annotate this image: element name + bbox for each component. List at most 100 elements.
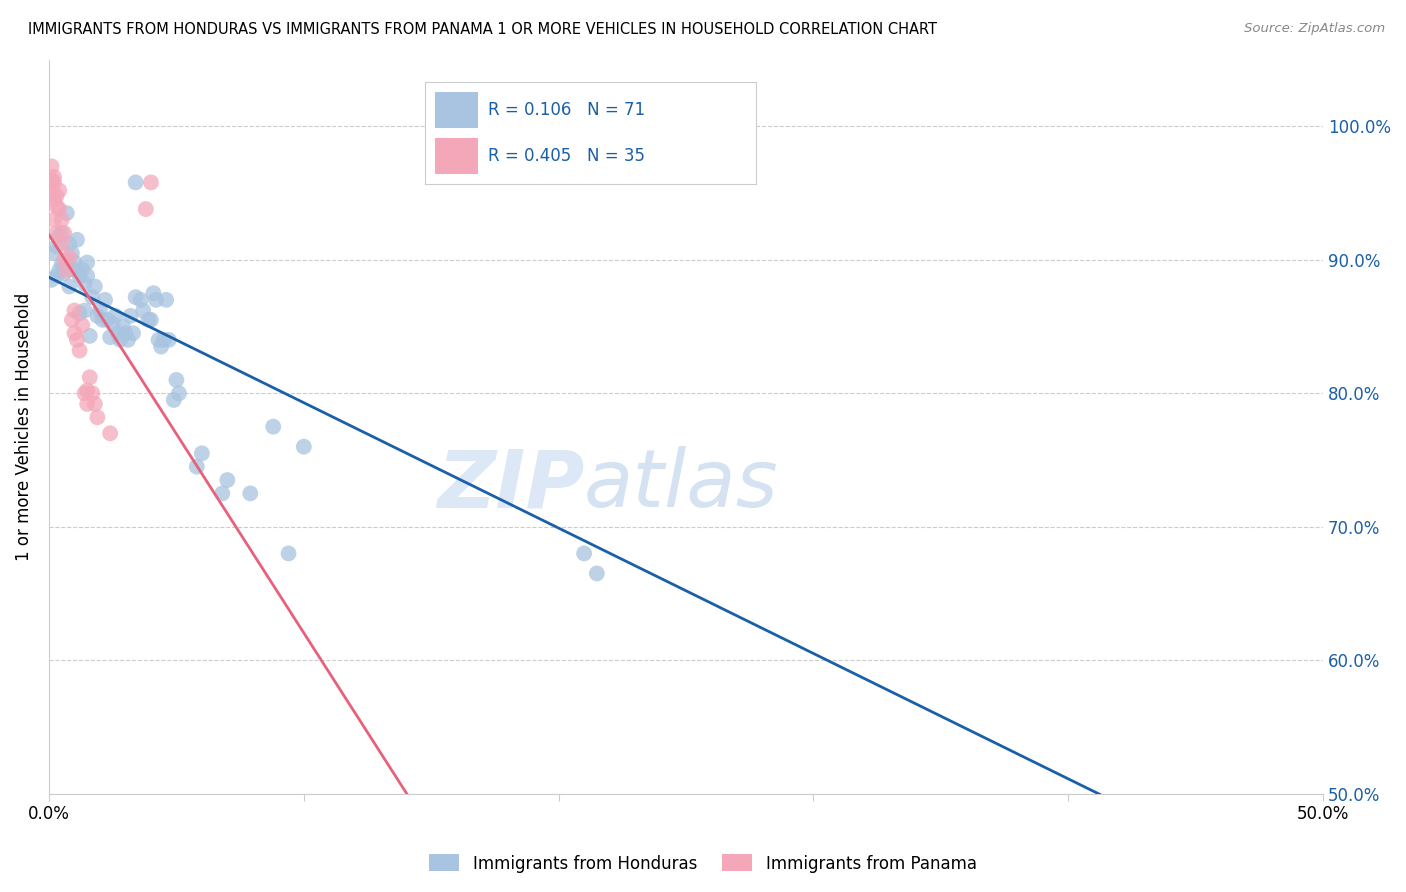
Point — [124, 175, 146, 189]
Point — [42, 212, 65, 227]
Point — [277, 546, 299, 560]
Point — [73, 303, 96, 318]
Point — [165, 373, 187, 387]
Point — [42, 175, 65, 189]
Point — [138, 313, 160, 327]
Point — [41, 172, 63, 186]
Point — [42, 169, 65, 184]
Y-axis label: 1 or more Vehicles in Household: 1 or more Vehicles in Household — [15, 293, 32, 561]
Point — [91, 313, 114, 327]
Point — [86, 410, 108, 425]
Point — [79, 329, 101, 343]
Point — [76, 255, 98, 269]
Point — [111, 319, 134, 334]
Point — [211, 486, 233, 500]
Point — [60, 262, 83, 277]
Point — [41, 186, 63, 200]
Point — [152, 333, 174, 347]
Point — [69, 268, 91, 283]
Point — [48, 228, 70, 243]
Point — [69, 343, 91, 358]
Point — [124, 290, 146, 304]
Point — [572, 546, 595, 560]
Point — [58, 250, 80, 264]
Point — [97, 313, 120, 327]
Point — [41, 273, 63, 287]
Point — [98, 330, 121, 344]
Point — [66, 233, 89, 247]
Point — [76, 384, 98, 398]
Point — [107, 326, 129, 341]
Point — [120, 309, 142, 323]
Point — [58, 279, 80, 293]
Point — [70, 262, 93, 277]
Point — [145, 293, 167, 307]
Point — [82, 386, 104, 401]
Point — [42, 246, 65, 260]
Point — [45, 239, 67, 253]
Point — [56, 252, 79, 267]
Point — [163, 392, 186, 407]
Point — [51, 257, 73, 271]
Point — [86, 309, 108, 323]
Point — [76, 397, 98, 411]
Point — [73, 277, 96, 291]
Point — [89, 303, 111, 318]
Point — [60, 313, 83, 327]
Point — [142, 286, 165, 301]
Text: Source: ZipAtlas.com: Source: ZipAtlas.com — [1244, 22, 1385, 36]
Point — [262, 419, 284, 434]
Point — [63, 255, 86, 269]
Point — [101, 317, 124, 331]
Point — [135, 202, 157, 216]
Point — [148, 333, 170, 347]
Point — [53, 226, 76, 240]
Point — [45, 188, 67, 202]
Point — [122, 326, 145, 341]
Point — [139, 175, 162, 189]
Point — [53, 252, 76, 267]
Point — [48, 183, 70, 197]
Text: IMMIGRANTS FROM HONDURAS VS IMMIGRANTS FROM PANAMA 1 OR MORE VEHICLES IN HOUSEHO: IMMIGRANTS FROM HONDURAS VS IMMIGRANTS F… — [28, 22, 938, 37]
Point — [150, 340, 173, 354]
Point — [217, 473, 239, 487]
Point — [63, 326, 86, 341]
Point — [56, 206, 79, 220]
Point — [48, 202, 70, 216]
Point — [139, 313, 162, 327]
Point — [70, 318, 93, 333]
Point — [239, 486, 262, 500]
Point — [51, 226, 73, 240]
Point — [41, 160, 63, 174]
Point — [73, 386, 96, 401]
Point — [83, 279, 105, 293]
Point — [79, 370, 101, 384]
Point — [114, 326, 136, 341]
Point — [157, 333, 180, 347]
Point — [586, 566, 609, 581]
Point — [94, 293, 117, 307]
Point — [69, 306, 91, 320]
Point — [48, 263, 70, 277]
Point — [186, 459, 208, 474]
Point — [110, 333, 132, 347]
Point — [51, 236, 73, 251]
Point — [42, 193, 65, 207]
Point — [82, 290, 104, 304]
Point — [60, 246, 83, 260]
Point — [292, 440, 315, 454]
Point — [496, 112, 519, 127]
Point — [104, 309, 127, 323]
Point — [98, 426, 121, 441]
Point — [83, 397, 105, 411]
Point — [56, 263, 79, 277]
Point — [45, 226, 67, 240]
Point — [51, 212, 73, 227]
Point — [167, 386, 190, 401]
Point — [132, 303, 155, 318]
Point — [45, 268, 67, 283]
Point — [53, 260, 76, 274]
Point — [66, 263, 89, 277]
Point — [41, 175, 63, 189]
Point — [76, 268, 98, 283]
